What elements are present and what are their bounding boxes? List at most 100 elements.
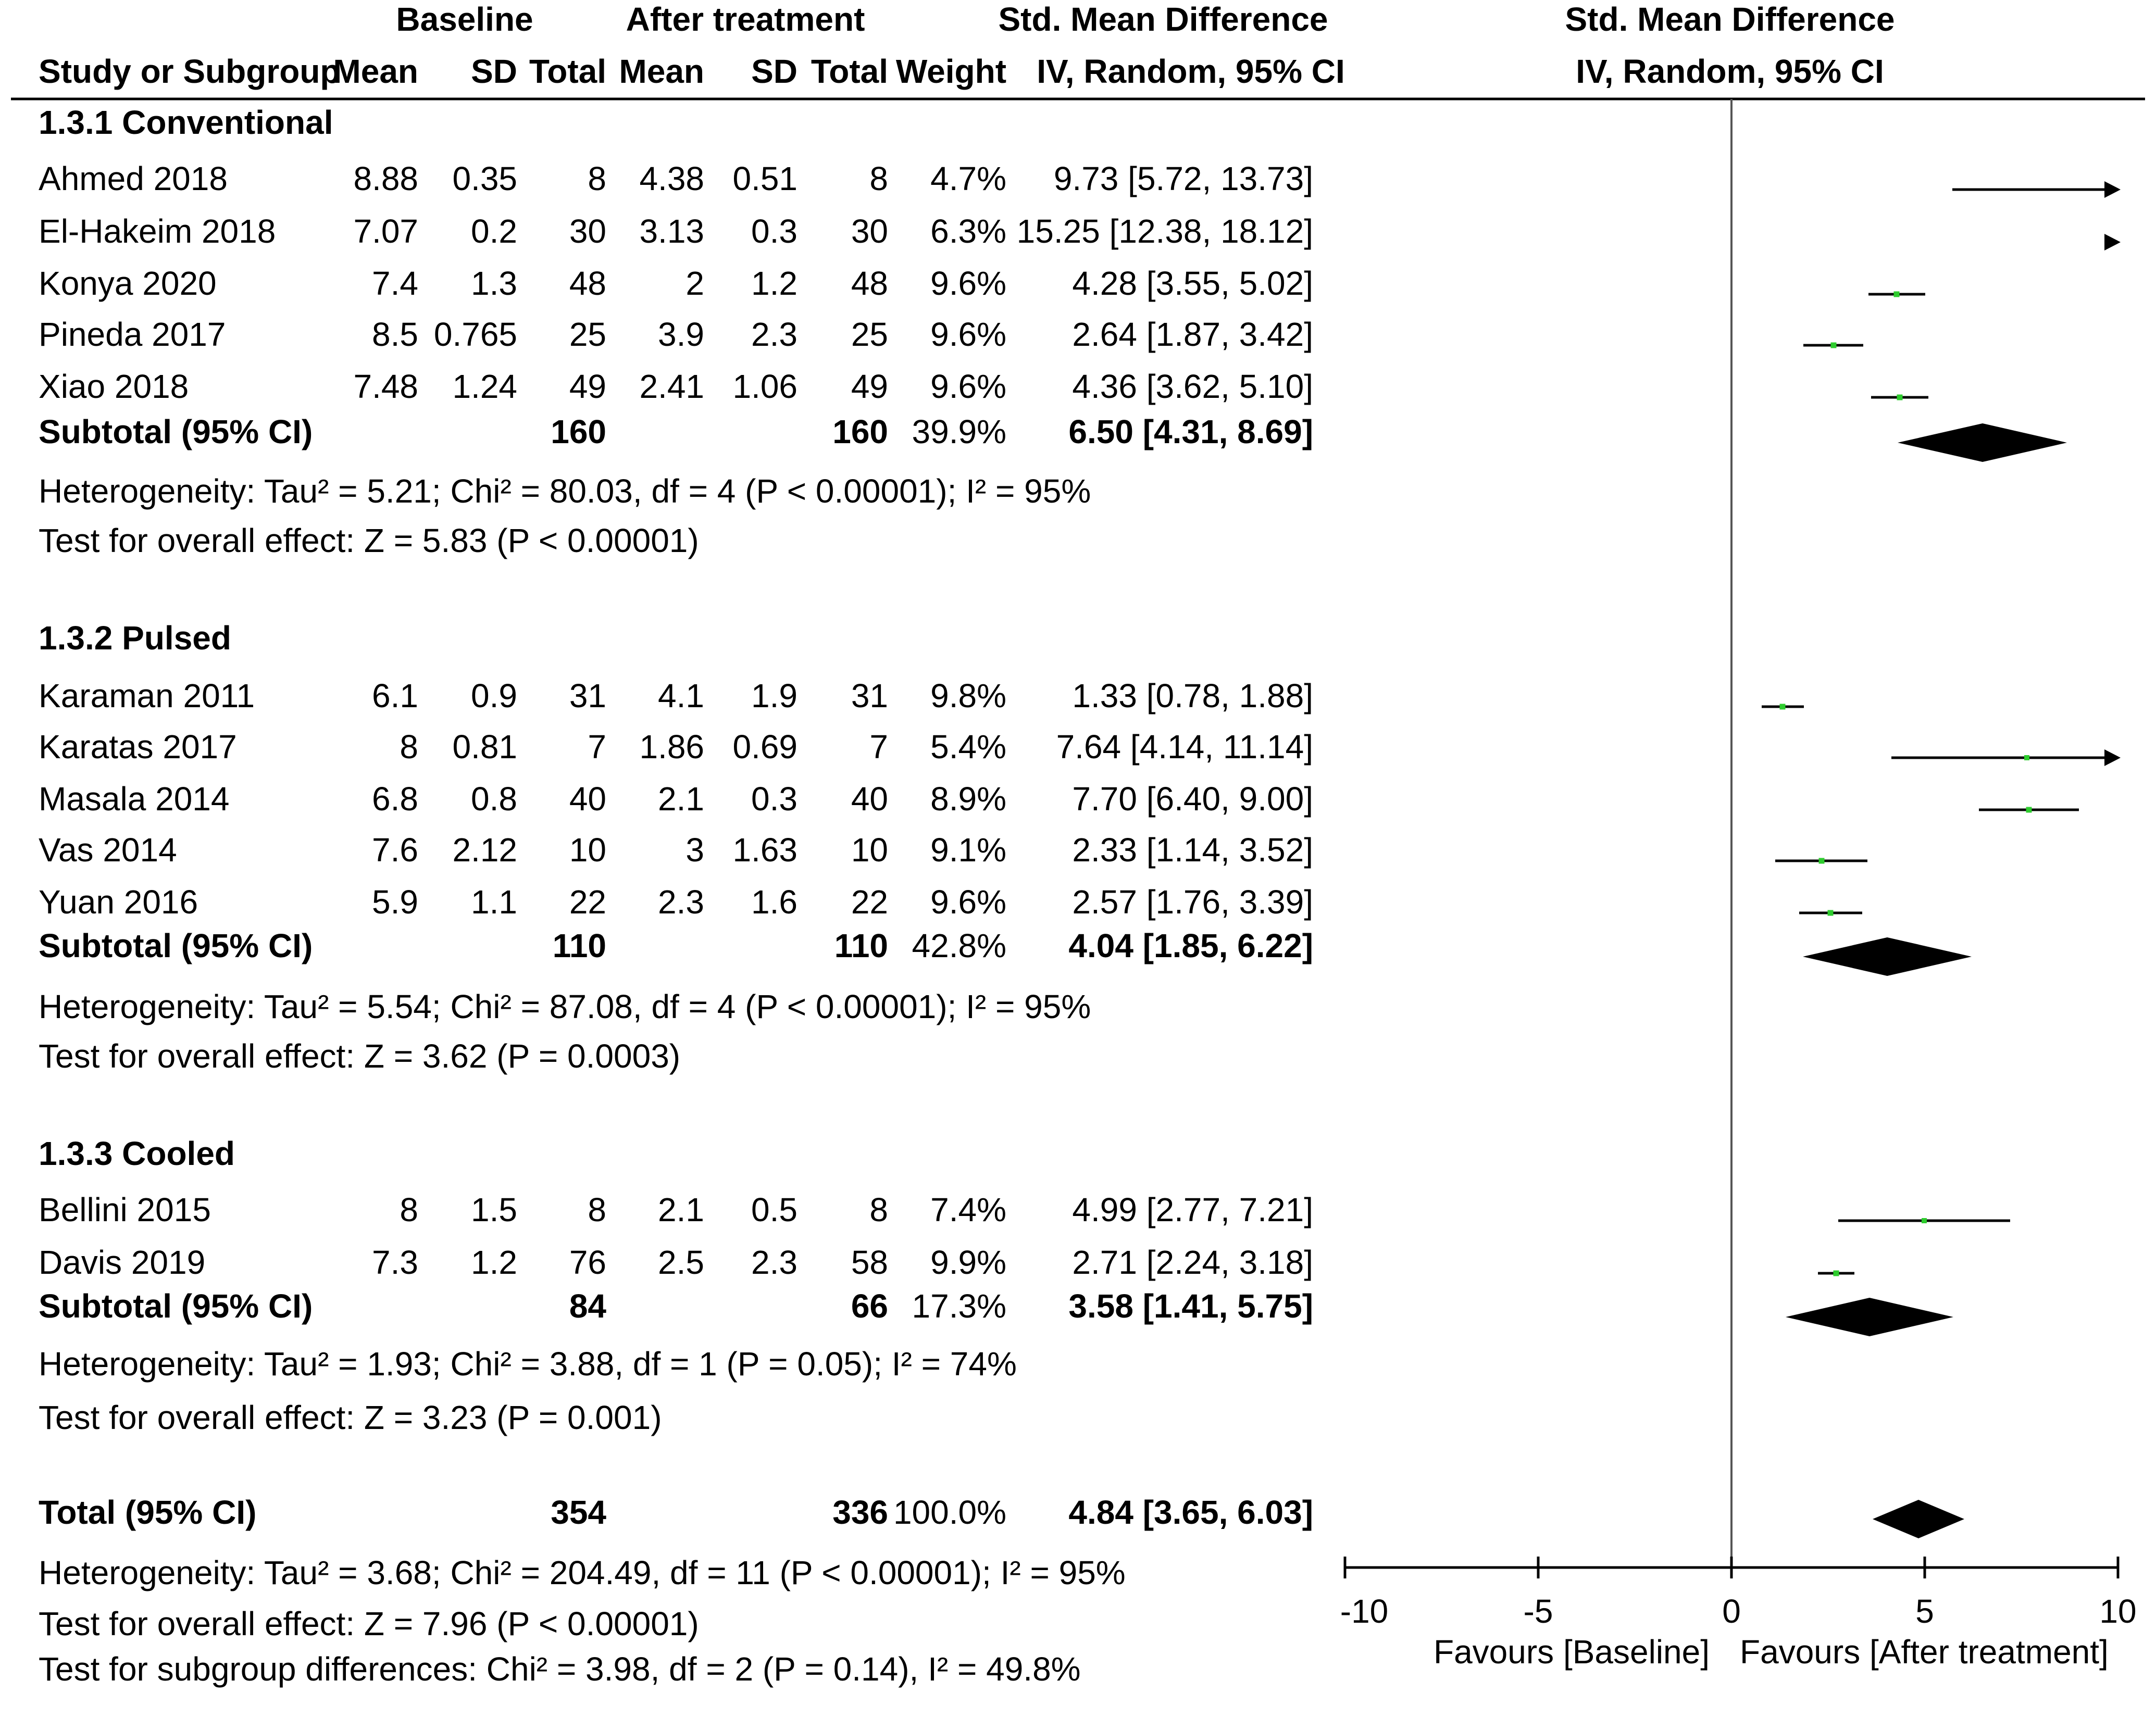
cell-effect-ci: 2.57 [1.76, 3.39]	[1072, 883, 1313, 921]
overall-effect-text: Test for overall effect: Z = 5.83 (P < 0…	[39, 522, 699, 559]
subtotal-weight: 17.3%	[912, 1287, 1006, 1325]
total-effect-ci: 4.84 [3.65, 6.03]	[1068, 1494, 1313, 1531]
cell-total-baseline: 31	[569, 677, 606, 714]
cell-mean-baseline: 8	[400, 728, 418, 766]
subtotal-diamond	[1803, 937, 1972, 976]
cell-weight: 9.8%	[930, 677, 1006, 714]
col-header-sd-after: SD	[751, 53, 797, 90]
cell-total-after: 8	[869, 1191, 888, 1228]
cell-mean-baseline: 7.3	[372, 1244, 418, 1281]
cell-sd-after: 1.06	[732, 368, 797, 405]
total-heterogeneity-text: Heterogeneity: Tau² = 3.68; Chi² = 204.4…	[39, 1554, 1126, 1591]
cell-mean-baseline: 8.5	[372, 316, 418, 353]
subtotal-total-after: 160	[832, 413, 888, 450]
cell-sd-after: 0.3	[751, 212, 797, 250]
cell-effect-ci: 4.99 [2.77, 7.21]	[1072, 1191, 1313, 1228]
subtotal-effect-ci: 6.50 [4.31, 8.69]	[1068, 413, 1313, 450]
cell-weight: 9.6%	[930, 316, 1006, 353]
point-estimate-marker	[1830, 342, 1837, 348]
cell-effect-ci: 2.33 [1.14, 3.52]	[1072, 831, 1313, 869]
cell-total-after: 58	[851, 1244, 888, 1281]
col-header-study: Study or Subgroup	[39, 53, 341, 90]
cell-sd-baseline: 2.12	[452, 831, 517, 869]
col-header-total-baseline: Total	[529, 53, 606, 90]
total-total-after: 336	[832, 1494, 888, 1531]
cell-sd-after: 2.3	[751, 1244, 797, 1281]
cell-mean-baseline: 6.8	[372, 780, 418, 818]
col-header-method: IV, Random, 95% CI	[1037, 53, 1345, 90]
study-name: Karaman 2011	[39, 677, 255, 714]
cell-sd-after: 2.3	[751, 316, 797, 353]
cell-total-after: 22	[851, 883, 888, 921]
col-header-sd-baseline: SD	[471, 53, 517, 90]
cell-mean-baseline: 5.9	[372, 883, 418, 921]
plot-header-method: IV, Random, 95% CI	[1576, 53, 1884, 90]
cell-mean-after: 1.86	[639, 728, 704, 766]
cell-weight: 9.6%	[930, 368, 1006, 405]
x-tick-label: 0	[1722, 1592, 1741, 1630]
subgroup-differences-text: Test for subgroup differences: Chi² = 3.…	[39, 1650, 1081, 1688]
cell-total-baseline: 7	[588, 728, 606, 766]
cell-total-baseline: 40	[569, 780, 606, 818]
cell-effect-ci: 9.73 [5.72, 13.73]	[1053, 160, 1313, 197]
cell-total-after: 10	[851, 831, 888, 869]
total-label: Total (95% CI)	[39, 1494, 257, 1531]
cell-effect-ci: 15.25 [12.38, 18.12]	[1016, 212, 1313, 250]
study-name: Karatas 2017	[39, 728, 237, 766]
subgroup-title: 1.3.1 Conventional	[39, 104, 333, 141]
cell-mean-baseline: 7.48	[353, 368, 418, 405]
total-total-baseline: 354	[551, 1494, 606, 1531]
cell-sd-baseline: 1.5	[471, 1191, 517, 1228]
cell-sd-baseline: 1.24	[452, 368, 517, 405]
subtotal-total-baseline: 160	[551, 413, 606, 450]
cell-sd-after: 1.9	[751, 677, 797, 714]
x-tick-label: -10	[1340, 1592, 1389, 1630]
point-estimate-marker	[1827, 910, 1834, 916]
total-weight: 100.0%	[893, 1494, 1006, 1531]
cell-effect-ci: 4.36 [3.62, 5.10]	[1072, 368, 1313, 405]
cell-total-baseline: 10	[569, 831, 606, 869]
cell-mean-after: 2.1	[658, 1191, 704, 1228]
cell-mean-baseline: 8.88	[353, 160, 418, 197]
point-estimate-marker	[2024, 755, 2029, 760]
cell-total-after: 40	[851, 780, 888, 818]
cell-total-after: 25	[851, 316, 888, 353]
study-name: Vas 2014	[39, 831, 177, 869]
subtotal-diamond	[1898, 423, 2067, 462]
cell-sd-baseline: 0.9	[471, 677, 517, 714]
cell-effect-ci: 7.64 [4.14, 11.14]	[1056, 728, 1313, 766]
heterogeneity-text: Heterogeneity: Tau² = 5.21; Chi² = 80.03…	[39, 472, 1091, 510]
subtotal-diamond	[1786, 1298, 1953, 1336]
cell-sd-baseline: 1.2	[471, 1244, 517, 1281]
cell-total-baseline: 30	[569, 212, 606, 250]
cell-sd-baseline: 1.3	[471, 265, 517, 302]
cell-total-baseline: 8	[588, 1191, 606, 1228]
subtotal-weight: 39.9%	[912, 413, 1006, 450]
subtotal-total-baseline: 110	[552, 927, 606, 964]
cell-total-after: 31	[851, 677, 888, 714]
cell-mean-after: 3.9	[658, 316, 704, 353]
cell-total-baseline: 76	[569, 1244, 606, 1281]
cell-mean-baseline: 7.4	[372, 265, 418, 302]
subtotal-effect-ci: 4.04 [1.85, 6.22]	[1068, 927, 1313, 964]
cell-total-baseline: 48	[569, 265, 606, 302]
cell-sd-baseline: 1.1	[471, 883, 517, 921]
cell-total-baseline: 49	[569, 368, 606, 405]
cell-effect-ci: 4.28 [3.55, 5.02]	[1072, 265, 1313, 302]
cell-sd-baseline: 0.35	[452, 160, 517, 197]
subtotal-total-after: 110	[834, 927, 888, 964]
study-name: Pineda 2017	[39, 316, 226, 353]
cell-mean-after: 3.13	[639, 212, 704, 250]
cell-mean-after: 4.38	[639, 160, 704, 197]
cell-sd-after: 0.51	[732, 160, 797, 197]
subtotal-total-after: 66	[851, 1287, 888, 1325]
cell-sd-after: 0.69	[732, 728, 797, 766]
cell-mean-baseline: 7.6	[372, 831, 418, 869]
cell-mean-after: 4.1	[658, 677, 704, 714]
cell-sd-baseline: 0.765	[433, 316, 517, 353]
ci-arrow-right	[2104, 181, 2121, 198]
cell-weight: 9.6%	[930, 265, 1006, 302]
cell-weight: 8.9%	[930, 780, 1006, 818]
cell-effect-ci: 2.64 [1.87, 3.42]	[1072, 316, 1313, 353]
